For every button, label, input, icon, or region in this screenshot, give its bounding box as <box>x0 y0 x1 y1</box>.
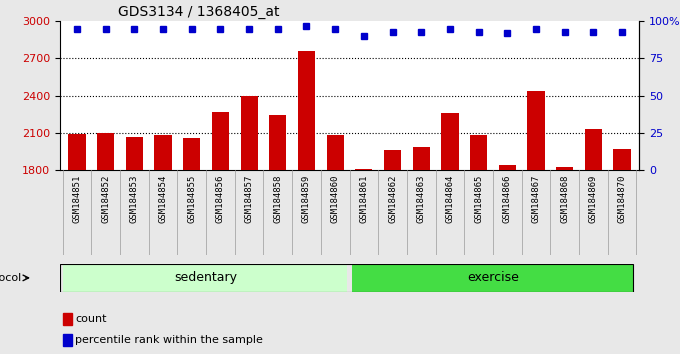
Bar <box>413 147 430 170</box>
Text: GSM184853: GSM184853 <box>130 174 139 223</box>
Bar <box>183 138 201 170</box>
Text: GSM184859: GSM184859 <box>302 174 311 223</box>
Bar <box>556 167 573 170</box>
Text: GSM184860: GSM184860 <box>330 174 340 223</box>
Bar <box>269 115 286 170</box>
Text: GSM184866: GSM184866 <box>503 174 512 223</box>
Text: GSM184862: GSM184862 <box>388 174 397 223</box>
Text: GSM184865: GSM184865 <box>474 174 483 223</box>
Text: GSM184857: GSM184857 <box>245 174 254 223</box>
Text: GSM184852: GSM184852 <box>101 174 110 223</box>
Bar <box>528 91 545 170</box>
Text: GSM184863: GSM184863 <box>417 174 426 223</box>
Text: GDS3134 / 1368405_at: GDS3134 / 1368405_at <box>118 5 279 19</box>
Bar <box>352 264 634 292</box>
Text: GSM184856: GSM184856 <box>216 174 225 223</box>
Text: GSM184867: GSM184867 <box>532 174 541 223</box>
Bar <box>326 135 344 170</box>
Bar <box>63 264 347 292</box>
Text: count: count <box>75 314 107 324</box>
Bar <box>585 129 602 170</box>
Bar <box>69 134 86 170</box>
Bar <box>441 113 458 170</box>
Text: GSM184864: GSM184864 <box>445 174 454 223</box>
Text: exercise: exercise <box>467 272 519 284</box>
Text: GSM184851: GSM184851 <box>73 174 82 223</box>
Bar <box>97 133 114 170</box>
Bar <box>241 96 258 170</box>
Bar <box>355 169 373 170</box>
Bar <box>154 135 171 170</box>
Bar <box>126 137 143 170</box>
Text: GSM184868: GSM184868 <box>560 174 569 223</box>
Bar <box>498 165 516 170</box>
Text: GSM184855: GSM184855 <box>187 174 197 223</box>
Text: sedentary: sedentary <box>175 272 237 284</box>
Bar <box>63 313 72 325</box>
Bar <box>298 51 315 170</box>
Text: GSM184869: GSM184869 <box>589 174 598 223</box>
Text: GSM184858: GSM184858 <box>273 174 282 223</box>
Text: GSM184861: GSM184861 <box>359 174 369 223</box>
Bar <box>613 149 630 170</box>
Bar <box>470 135 487 170</box>
Bar <box>384 150 401 170</box>
Text: GSM184870: GSM184870 <box>617 174 626 223</box>
Text: percentile rank within the sample: percentile rank within the sample <box>75 335 263 345</box>
Bar <box>63 334 72 346</box>
Text: GSM184854: GSM184854 <box>158 174 167 223</box>
Text: protocol: protocol <box>0 273 21 283</box>
Bar <box>212 112 229 170</box>
